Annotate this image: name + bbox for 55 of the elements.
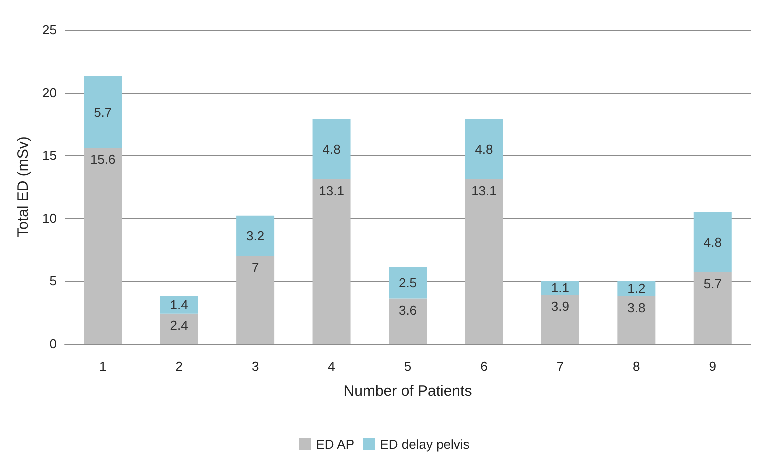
x-tick-label: 5 <box>404 359 412 374</box>
x-tick-label: 4 <box>328 359 336 374</box>
x-tick-label: 7 <box>556 359 564 374</box>
data-label: 2.5 <box>398 276 418 291</box>
bar <box>694 212 732 272</box>
bar <box>389 298 427 344</box>
bar <box>160 296 198 314</box>
data-label: 4.8 <box>322 142 341 157</box>
bar <box>541 281 580 296</box>
bar <box>84 76 122 148</box>
data-label: 3.8 <box>628 300 646 316</box>
data-label: 1.2 <box>628 281 646 296</box>
data-label: 4.8 <box>475 142 494 157</box>
bar <box>312 179 351 344</box>
bar <box>312 119 351 180</box>
y-axis-title: Total ED (mSv) <box>15 136 32 238</box>
data-label: 4.8 <box>704 234 722 250</box>
data-label: 1.4 <box>170 298 188 313</box>
data-label: 3.6 <box>398 302 418 318</box>
y-tick-label: 10 <box>42 210 57 226</box>
x-tick-label: 2 <box>176 359 183 374</box>
data-label: 5.7 <box>704 276 722 292</box>
y-tick-label: 20 <box>42 85 57 100</box>
bar <box>694 272 732 344</box>
bar <box>389 267 427 299</box>
bar <box>465 119 504 180</box>
data-label: 3.9 <box>551 299 570 314</box>
data-label: 13.1 <box>319 183 344 198</box>
bar <box>541 295 580 344</box>
data-label: 15.6 <box>90 152 116 168</box>
y-tick-label: 25 <box>42 22 57 38</box>
data-label: 1.1 <box>551 280 570 296</box>
bar <box>618 296 656 344</box>
data-label: 3.2 <box>246 228 265 244</box>
x-tick-label: 1 <box>99 359 107 374</box>
data-label: 7 <box>252 260 260 276</box>
x-tick-label: 6 <box>480 359 488 374</box>
bar <box>618 281 656 296</box>
bar <box>160 314 198 344</box>
legend-label: ED AP <box>316 437 354 452</box>
x-tick-label: 3 <box>252 359 260 374</box>
legend-label: ED delay pelvis <box>380 437 470 452</box>
x-axis-title: Number of Patients <box>344 383 472 400</box>
bar <box>84 148 122 344</box>
data-label: 2.4 <box>170 318 188 333</box>
bar <box>236 256 275 344</box>
y-tick-label: 0 <box>50 336 57 352</box>
data-label: 5.7 <box>94 104 112 120</box>
x-tick-label: 9 <box>709 359 717 374</box>
x-tick-label: 8 <box>633 359 640 374</box>
bar <box>236 216 275 256</box>
data-label: 13.1 <box>472 183 497 198</box>
y-tick-label: 5 <box>50 274 57 289</box>
y-tick-label: 15 <box>42 148 57 164</box>
bar <box>465 179 504 344</box>
